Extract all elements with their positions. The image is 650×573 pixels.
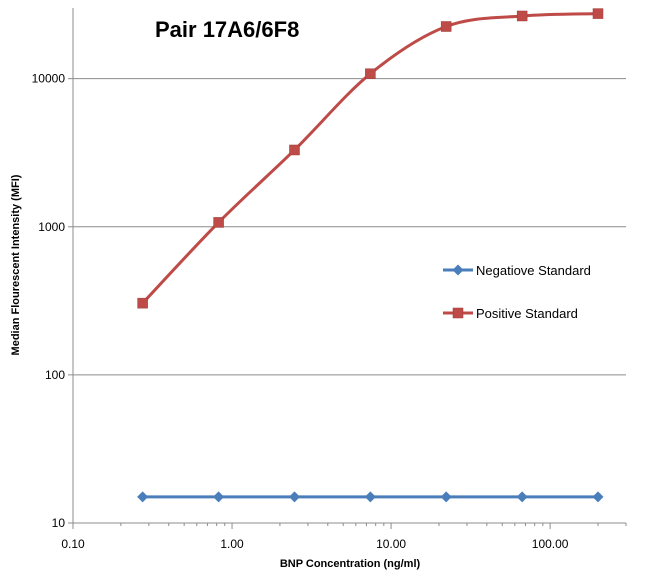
x-axis-title: BNP Concentration (ng/ml) (280, 558, 421, 570)
y-tick-label-0: 10 (52, 516, 66, 530)
data-point-0-6 (592, 491, 604, 503)
legend-marker-0 (452, 264, 464, 276)
data-point-0-4 (440, 491, 452, 503)
x-tick-label-0: 0.10 (61, 537, 85, 551)
series-1 (137, 8, 604, 309)
y-tick-label-1: 100 (45, 368, 65, 382)
data-point-1-6 (592, 8, 604, 19)
x-tick-label-1: 1.00 (220, 537, 244, 551)
series-0 (137, 491, 604, 503)
series-layer (137, 8, 604, 503)
data-point-1-2 (289, 144, 300, 156)
data-point-0-1 (213, 491, 225, 503)
data-point-1-5 (516, 10, 528, 22)
data-point-0-5 (516, 491, 528, 503)
data-point-1-1 (213, 217, 224, 228)
legend-label-0: Negatiove Standard (476, 263, 591, 278)
data-point-0-3 (364, 491, 376, 503)
y-tick-label-2: 1000 (38, 220, 65, 234)
gridlines (73, 78, 626, 376)
series-line-1 (141, 12, 599, 305)
y-axis-title: Median Flourescent Intensity (MFI) (10, 174, 22, 355)
y-tick-label-3: 10000 (32, 72, 66, 86)
x-tick-label-3: 100.00 (532, 537, 569, 551)
data-point-1-3 (365, 68, 376, 79)
legend: Negatiove Standard Positive Standard (443, 263, 591, 321)
tick-labels: 10 100 1000 10000 0.10 1.00 10.00 100.00 (32, 72, 569, 551)
data-point-1-0 (137, 297, 148, 309)
x-tick-label-2: 10.00 (376, 537, 406, 551)
axes (68, 8, 627, 529)
data-point-0-0 (137, 491, 149, 503)
data-point-0-2 (288, 491, 300, 503)
data-point-1-4 (440, 21, 452, 32)
legend-marker-1 (452, 307, 464, 319)
legend-label-1: Positive Standard (476, 306, 578, 321)
chart-title: Pair 17A6/6F8 (155, 17, 299, 42)
